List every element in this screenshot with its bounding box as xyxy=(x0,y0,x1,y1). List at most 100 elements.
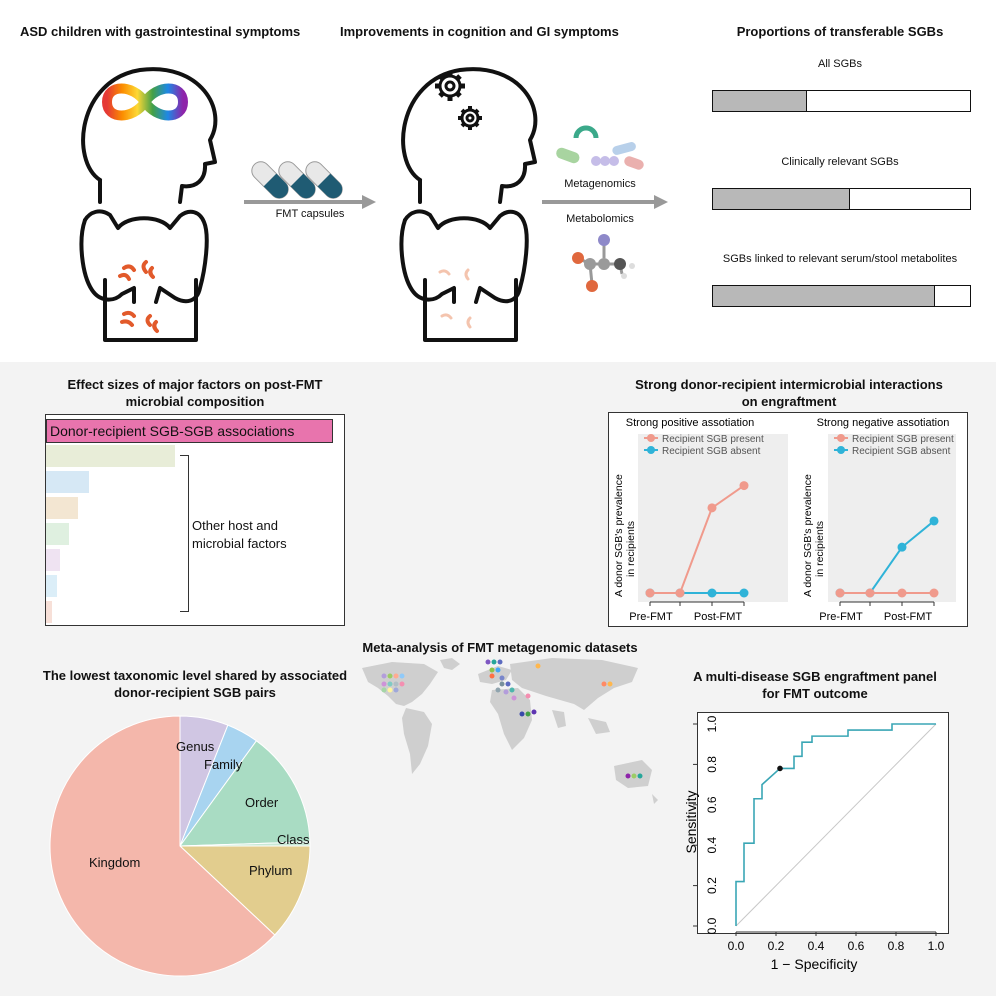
effect-other-line2: microbial factors xyxy=(192,536,287,551)
effect-other-label: Other host and microbial factors xyxy=(192,517,287,553)
interact-title-line1: Strong donor-recipient intermicrobial in… xyxy=(635,377,943,392)
panel1-title: ASD children with gastrointestinal sympt… xyxy=(20,24,301,39)
pie-label-class: Class xyxy=(277,832,310,847)
interact-panel1-title: Strong positive assotiation xyxy=(626,417,754,429)
bar3 xyxy=(712,285,971,307)
arrow-2-icon xyxy=(542,195,668,209)
legend-absent-label: Recipient SGB absent xyxy=(852,446,951,457)
interact-xlabel-post: Post-FMT xyxy=(884,611,933,623)
world-map-shapes xyxy=(362,658,658,804)
interact-xlabel-pre: Pre-FMT xyxy=(819,611,863,623)
legend-absent-dot xyxy=(647,446,655,454)
interact-ylabel-2-line2: in recipients xyxy=(814,521,826,577)
effect-bar xyxy=(46,471,90,493)
pie-slice-phylum xyxy=(178,845,311,936)
bar2-label: Clinically relevant SGBs xyxy=(781,156,899,168)
interact-point-absent xyxy=(739,588,749,598)
metabolomics-label: Metabolomics xyxy=(566,213,634,225)
child-torso-2-icon xyxy=(399,209,529,342)
pie-title-line2: donor-recipient SGB pairs xyxy=(114,685,276,700)
roc-title-line1: A multi-disease SGB engraftment panel xyxy=(693,669,937,684)
world-map xyxy=(362,658,658,804)
effect-bar xyxy=(46,549,61,571)
legend-present-dot xyxy=(647,434,655,442)
pie-label-genus: Genus xyxy=(176,739,215,754)
interact-point-present xyxy=(835,588,845,598)
effect-bar xyxy=(46,445,176,467)
roc-xtick-label: 0.4 xyxy=(808,939,825,953)
legend-absent-label: Recipient SGB absent xyxy=(662,446,761,457)
interact-plot-bg xyxy=(638,434,788,602)
bar3-label: SGBs linked to relevant serum/stool meta… xyxy=(722,253,958,265)
bar1-fill xyxy=(713,91,807,111)
interact-xlabel-pre: Pre-FMT xyxy=(629,611,673,623)
legend-present-label: Recipient SGB present xyxy=(662,434,764,445)
pie-label-family: Family xyxy=(204,757,243,772)
interact-ylabel-2: A donor SGB's prevalence in recipients xyxy=(802,474,826,597)
infinity-icon xyxy=(101,83,189,121)
interact-series-present xyxy=(650,484,745,594)
molecule-icon xyxy=(572,234,635,292)
gut-relief-icon xyxy=(438,268,472,329)
interact-title-line2: on engraftment xyxy=(741,394,837,409)
roc-title: A multi-disease SGB engraftment panel fo… xyxy=(670,668,960,702)
roc-chart: 1 − Specificity Sensitivity 0.0 0.0 0.2 0.2… xyxy=(683,715,945,972)
effect-title-line1: Effect sizes of major factors on post-FM… xyxy=(67,377,323,392)
interact-title: Strong donor-recipient intermicrobial in… xyxy=(606,376,972,410)
gut-pain-icon xyxy=(118,260,159,333)
child-head-2-icon xyxy=(401,67,538,204)
effect-main-label: Donor-recipient SGB-SGB associations xyxy=(50,423,295,439)
interact-chart: Strong positive assotiation Strong negat… xyxy=(613,417,956,623)
interact-point-present xyxy=(929,588,939,598)
interact-point-absent xyxy=(707,588,717,598)
bar1-label: All SGBs xyxy=(817,58,862,70)
microbe-icons xyxy=(556,125,644,170)
interact-ylabel-1: A donor SGB's prevalence in recipients xyxy=(613,474,637,597)
legend-absent-dot xyxy=(837,446,845,454)
roc-ytick-label: 0.4 xyxy=(705,837,719,854)
pie-slice-kingdom xyxy=(49,715,276,977)
effect-bar xyxy=(46,419,333,443)
roc-diagonal xyxy=(735,723,937,927)
roc-ytick-label: 0.6 xyxy=(705,796,719,813)
pie-slice-order xyxy=(178,740,311,847)
bar2-fill xyxy=(713,189,851,209)
roc-xtick-label: 0.0 xyxy=(728,939,745,953)
interact-point-present xyxy=(865,588,875,598)
roc-xtick-label: 0.2 xyxy=(768,939,785,953)
effect-bar xyxy=(46,497,78,519)
interact-point-present xyxy=(707,503,717,513)
effect-title-line2: microbial composition xyxy=(125,394,265,409)
interact-point-present xyxy=(675,588,685,598)
legend-present-dot xyxy=(837,434,845,442)
roc-threshold-point xyxy=(777,765,783,772)
roc-xtick-label: 1.0 xyxy=(928,939,945,953)
effect-bar xyxy=(46,601,52,623)
pie-label-phylum: Phylum xyxy=(249,863,293,878)
interact-ylabel-2-line1: A donor SGB's prevalence xyxy=(802,474,814,597)
interact-panel2-title: Strong negative assotiation xyxy=(817,417,950,429)
pie-label-order: Order xyxy=(245,795,279,810)
pie-label-kingdom: Kingdom xyxy=(89,855,141,870)
interact-point-present xyxy=(739,481,749,491)
roc-ytick-label: 0.2 xyxy=(705,877,719,894)
interact-point-present xyxy=(645,588,655,598)
panel3-title: Proportions of transferable SGBs xyxy=(736,24,944,39)
capsule-label: FMT capsules xyxy=(275,208,345,220)
roc-xtick-label: 0.6 xyxy=(848,939,865,953)
child-torso-icon xyxy=(79,209,209,342)
bar3-fill xyxy=(713,286,936,306)
interact-point-absent xyxy=(929,516,939,526)
effect-bracket xyxy=(180,455,189,612)
bar1 xyxy=(712,90,971,112)
effect-title: Effect sizes of major factors on post-FM… xyxy=(40,376,350,410)
effect-bar xyxy=(46,523,69,545)
roc-title-line2: for FMT outcome xyxy=(762,686,868,701)
effect-bar xyxy=(46,575,58,597)
interact-ylabel-1-line2: in recipients xyxy=(625,521,637,577)
interact-xlabel-post: Post-FMT xyxy=(694,611,743,623)
panel2-title: Improvements in cognition and GI symptom… xyxy=(340,24,619,39)
roc-ytick-label: 0.0 xyxy=(705,917,719,934)
